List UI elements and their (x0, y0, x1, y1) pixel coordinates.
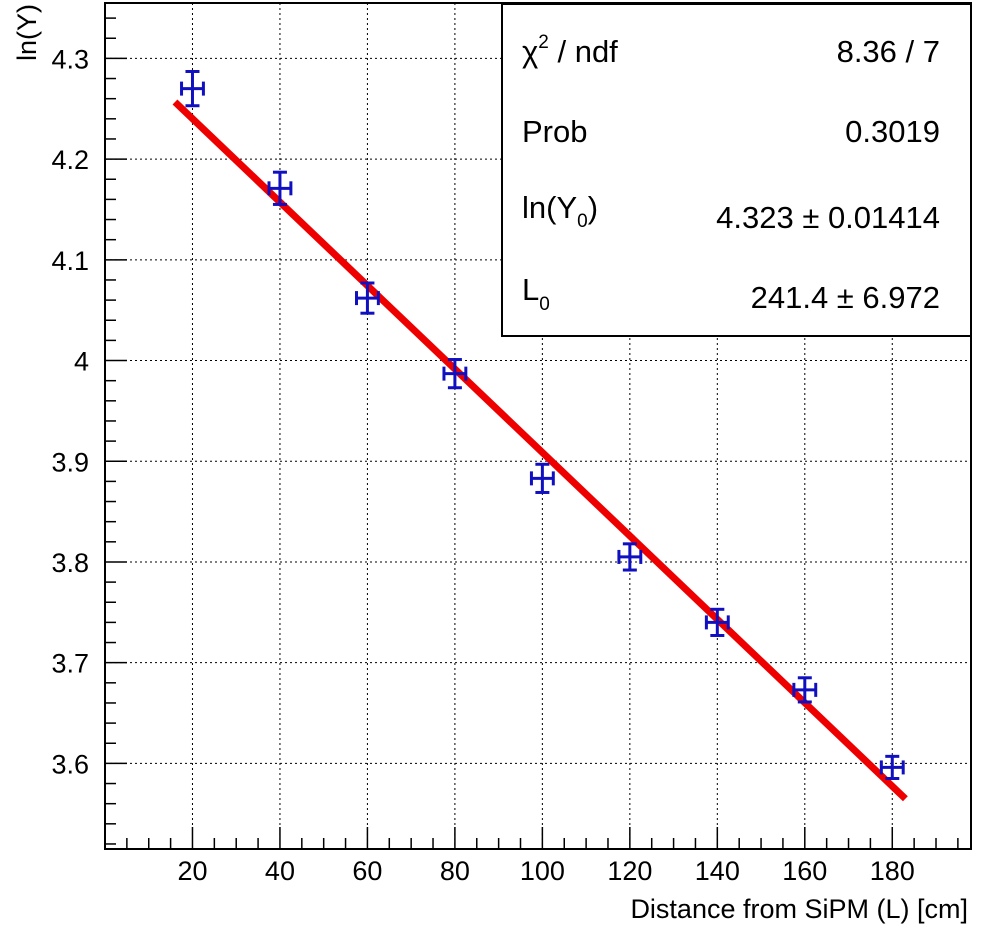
data-point (704, 607, 730, 637)
fit-line (172, 99, 908, 802)
y-tick-label: 4.1 (51, 246, 89, 276)
y-tick-label: 4.3 (51, 44, 89, 74)
y-tick-label: 3.7 (51, 649, 89, 679)
stats-l0-label: L0 (522, 272, 550, 315)
stats-chi2-value: 8.36 / 7 (837, 34, 940, 69)
y-tick-label: 3.8 (51, 548, 89, 578)
fit-line-segment (172, 99, 908, 802)
y-tick-label: 3.9 (51, 447, 89, 477)
x-tick-label: 180 (870, 856, 915, 886)
data-point (354, 281, 380, 315)
stats-chi2-label: χ2 / ndf (522, 32, 618, 69)
x-tick-label: 140 (695, 856, 740, 886)
fit-statistics-box: χ2 / ndf 8.36 / 7 Prob 0.3019 ln(Y0) 4.3… (501, 3, 972, 337)
data-point (879, 754, 905, 780)
x-tick-label: 100 (520, 856, 565, 886)
data-point (529, 462, 555, 494)
data-point (180, 69, 205, 108)
data-point (267, 170, 293, 206)
stats-prob-value: 0.3019 (845, 114, 940, 149)
x-tick-label: 60 (352, 856, 382, 886)
x-tick-label: 80 (440, 856, 470, 886)
y-tick-label: 4.2 (51, 145, 89, 175)
x-axis-title: Distance from SiPM (L) [cm] (630, 894, 968, 924)
x-tick-label: 40 (265, 856, 295, 886)
stats-prob-label: Prob (522, 114, 587, 149)
x-tick-labels: 20 40 60 80 100 120 140 160 180 (177, 856, 914, 886)
stats-box-frame (501, 3, 972, 337)
stats-lny0-label: ln(Y0) (522, 190, 598, 232)
y-tick-labels: 3.6 3.7 3.8 3.9 4 4.1 4.2 4.3 (51, 44, 89, 779)
axis-ticks (105, 17, 959, 849)
data-point (617, 542, 643, 572)
x-tick-label: 120 (607, 856, 652, 886)
x-tick-label: 20 (177, 856, 207, 886)
data-point (442, 358, 468, 390)
x-tick-label: 160 (782, 856, 827, 886)
data-points (180, 69, 905, 780)
stats-lny0-value: 4.323 ± 0.01414 (716, 200, 940, 235)
y-axis-title: ln(Y) (12, 4, 42, 61)
y-tick-label: 4 (74, 347, 89, 377)
data-point (792, 676, 818, 704)
y-tick-label: 3.6 (51, 749, 89, 779)
stats-l0-value: 241.4 ± 6.972 (751, 280, 940, 315)
